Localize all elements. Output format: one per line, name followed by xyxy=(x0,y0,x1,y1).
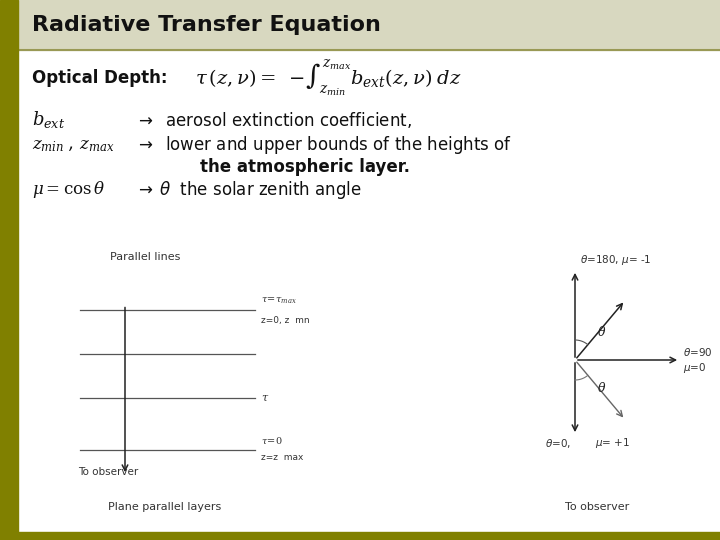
Text: $b_{ext}$: $b_{ext}$ xyxy=(32,110,66,131)
Bar xyxy=(0,0,18,540)
Text: $\tau$: $\tau$ xyxy=(261,393,269,403)
Text: $\tau\,(z,\nu) = \;-\!\int_{z_{min}}^{z_{max}} b_{ext}(z,\nu)\; dz$: $\tau\,(z,\nu) = \;-\!\int_{z_{min}}^{z_… xyxy=(195,57,462,98)
Text: z=z  max: z=z max xyxy=(261,454,303,462)
Text: $\tau\!=\!0$: $\tau\!=\!0$ xyxy=(261,436,283,447)
Text: Parallel lines: Parallel lines xyxy=(110,252,180,262)
Text: $z_{min}$ , $z_{max}$: $z_{min}$ , $z_{max}$ xyxy=(32,136,114,154)
Text: $\rightarrow\;$ aerosol extinction coefficient,: $\rightarrow\;$ aerosol extinction coeff… xyxy=(135,110,412,130)
Text: $\mu$=0: $\mu$=0 xyxy=(683,361,706,375)
Text: the atmospheric layer.: the atmospheric layer. xyxy=(200,158,410,176)
Text: To observer: To observer xyxy=(565,502,629,512)
Text: $\mu = \cos\theta$: $\mu = \cos\theta$ xyxy=(32,179,105,200)
Text: $\theta$=0,: $\theta$=0, xyxy=(545,436,571,449)
Text: To observer: To observer xyxy=(78,467,138,477)
Text: Radiative Transfer Equation: Radiative Transfer Equation xyxy=(32,15,381,35)
Text: $\theta$: $\theta$ xyxy=(597,325,606,339)
Text: $\tau\!=\!\tau_{max}$: $\tau\!=\!\tau_{max}$ xyxy=(261,295,297,306)
Text: $\theta$: $\theta$ xyxy=(597,381,606,395)
Bar xyxy=(18,50,720,532)
Text: $\rightarrow\;\theta\;$ the solar zenith angle: $\rightarrow\;\theta\;$ the solar zenith… xyxy=(135,179,362,201)
Text: $\rightarrow\;$ lower and upper bounds of the heights of: $\rightarrow\;$ lower and upper bounds o… xyxy=(135,134,512,156)
Bar xyxy=(18,0,720,50)
Text: Plane parallel layers: Plane parallel layers xyxy=(109,502,222,512)
Text: $\mu$= +1: $\mu$= +1 xyxy=(595,436,630,450)
Text: $\theta$=90: $\theta$=90 xyxy=(683,346,713,358)
Text: Optical Depth:: Optical Depth: xyxy=(32,69,168,87)
Text: z=0, z  mn: z=0, z mn xyxy=(261,315,310,325)
Bar xyxy=(0,532,720,540)
Text: $\theta$=180, $\mu$= -1: $\theta$=180, $\mu$= -1 xyxy=(580,253,652,267)
